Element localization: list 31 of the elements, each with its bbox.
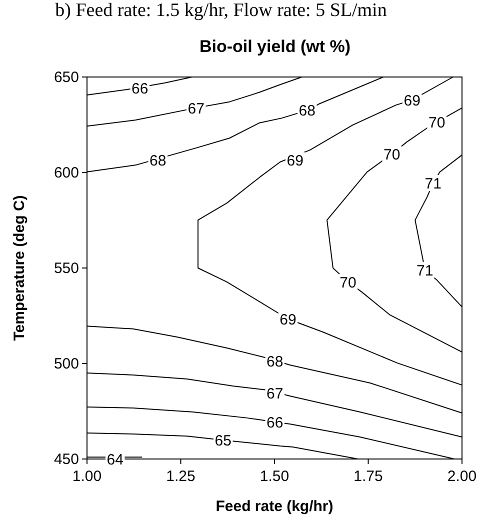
y-axis-title: Temperature (deg C) xyxy=(11,195,28,341)
x-tick-label: 1.50 xyxy=(260,468,290,485)
annotation: 65 xyxy=(214,432,232,450)
chart-title: Bio-oil yield (wt %) xyxy=(199,37,351,56)
x-tick-label: 1.00 xyxy=(72,468,102,485)
annotation: 70 xyxy=(384,146,400,164)
y-tick-label: 450 xyxy=(54,451,79,468)
annotation: 68 xyxy=(298,102,316,120)
annotation: 71 xyxy=(416,262,434,280)
y-tick-label: 550 xyxy=(54,260,79,277)
y-tick-label: 650 xyxy=(54,69,79,86)
annotation: 67 xyxy=(188,100,204,118)
annotation: 64 xyxy=(106,452,124,468)
x-axis-title: Feed rate (kg/hr) xyxy=(216,498,334,515)
text: b) Feed rate: 1.5 kg/hr, Flow rate: 5 SL/min xyxy=(55,0,388,21)
annotation: 67 xyxy=(266,385,284,402)
x-tick-label: 1.25 xyxy=(166,468,196,485)
annotation: 69 xyxy=(404,92,420,110)
annotation: 68 xyxy=(266,354,284,371)
annotation: 71 xyxy=(424,176,442,193)
annotation: 66 xyxy=(266,414,284,432)
annotation: 69 xyxy=(286,152,304,170)
annotation: 70 xyxy=(428,114,446,132)
x-tick-label: 2.00 xyxy=(447,468,477,485)
annotation: 70 xyxy=(340,274,356,292)
y-tick-label: 600 xyxy=(54,164,79,182)
annotation: 66 xyxy=(132,80,148,98)
y-tick-label: 500 xyxy=(54,356,79,372)
x-tick-label: 1.75 xyxy=(354,468,383,485)
annotation: 68 xyxy=(150,152,166,170)
annotation: 69 xyxy=(280,311,296,328)
